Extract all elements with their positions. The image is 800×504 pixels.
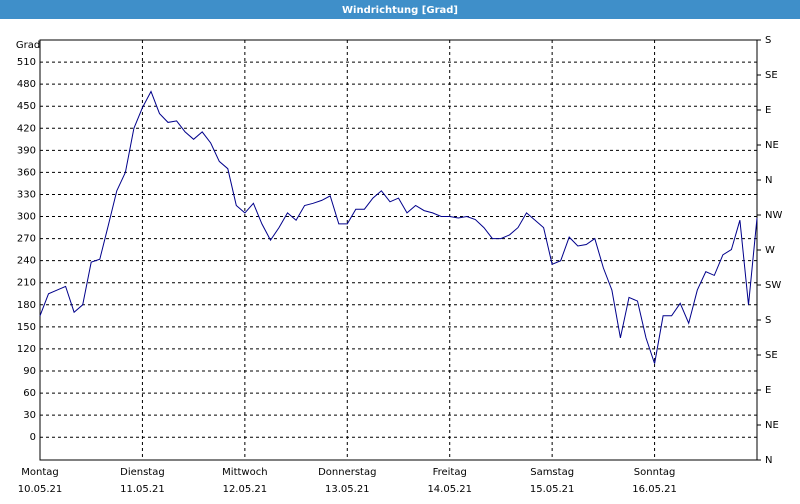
- y2-tick-label: E: [765, 105, 771, 116]
- x-tick-date: 16.05.21: [632, 484, 677, 495]
- y2-tick-label: S: [765, 35, 771, 46]
- y-tick-label: 180: [17, 300, 36, 311]
- y-tick-label: 60: [23, 388, 36, 399]
- plot-area: [39, 39, 758, 461]
- y-tick-label: 330: [17, 189, 36, 200]
- x-tick-day: Dienstag: [120, 467, 165, 478]
- y-tick-label: 0: [30, 432, 36, 443]
- x-tick-date: 15.05.21: [530, 484, 575, 495]
- y-tick-label: 270: [17, 234, 36, 245]
- y-axis-label: Grad: [16, 40, 40, 51]
- y2-tick-label: N: [765, 175, 772, 186]
- title-bar: [0, 0, 800, 19]
- line-series: [39, 90, 758, 364]
- y-tick-label: 120: [17, 344, 36, 355]
- chart-title: Windrichtung [Grad]: [342, 5, 458, 16]
- y2-tick-label: SW: [765, 280, 781, 291]
- y2-tick-label: NE: [765, 420, 779, 431]
- y-tick-label: 240: [17, 256, 36, 267]
- x-tick-day: Freitag: [433, 467, 467, 478]
- x-tick-day: Donnerstag: [318, 467, 376, 478]
- x-tick-date: 13.05.21: [325, 484, 370, 495]
- y-tick-label: 390: [17, 145, 36, 156]
- y2-tick-label: NW: [765, 210, 782, 221]
- y2-tick-label: E: [765, 385, 771, 396]
- y2-tick-label: NE: [765, 140, 779, 151]
- y-tick-label: 450: [17, 101, 36, 112]
- y-tick-label: 90: [23, 366, 36, 377]
- x-tick-day: Samstag: [530, 467, 574, 478]
- y-tick-label: 420: [17, 123, 36, 134]
- x-tick-date: 14.05.21: [427, 484, 472, 495]
- x-tick-date: 12.05.21: [223, 484, 268, 495]
- y-tick-label: 510: [17, 57, 36, 68]
- x-tick-date: 10.05.21: [18, 484, 63, 495]
- x-tick-day: Mittwoch: [222, 467, 267, 478]
- x-tick-date: 11.05.21: [120, 484, 165, 495]
- y2-tick-label: N: [765, 455, 772, 466]
- y-tick-label: 360: [17, 167, 36, 178]
- y-tick-label: 300: [17, 212, 36, 223]
- y-tick-label: 30: [23, 410, 36, 421]
- y2-tick-label: SE: [765, 350, 778, 361]
- y2-tick-label: SE: [765, 70, 778, 81]
- y-tick-label: 480: [17, 79, 36, 90]
- y2-tick-label: W: [765, 245, 775, 256]
- y-tick-label: 210: [17, 278, 36, 289]
- y2-tick-label: S: [765, 315, 771, 326]
- y-tick-label: 150: [17, 322, 36, 333]
- x-tick-day: Montag: [21, 467, 58, 478]
- x-tick-day: Sonntag: [634, 467, 676, 478]
